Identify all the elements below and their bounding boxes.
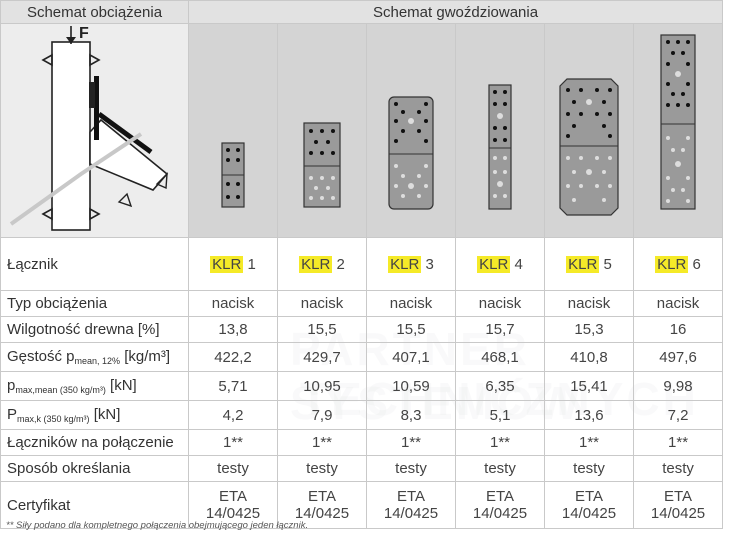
fasteners-row: Łączników na połączenie 1** 1** 1** 1** … — [0, 429, 724, 456]
pmax-mean-label: pmax,mean (350 kg/m³) [kN] — [0, 371, 189, 401]
klr3-plate — [388, 96, 434, 210]
pmax-mean-cell: 15,41 — [544, 371, 634, 401]
connector-label: Łącznik — [0, 237, 189, 291]
method-cell: testy — [277, 455, 367, 482]
connector-klr3: KLR 3 — [366, 237, 456, 291]
fasteners-cell: 1** — [544, 429, 634, 456]
certificate-cell: ETA 14/0425 — [277, 481, 367, 529]
pmax-k-cell: 7,9 — [277, 400, 367, 430]
nailing-scheme-klr1 — [188, 23, 278, 238]
pmax-mean-cell: 6,35 — [455, 371, 545, 401]
nailing-scheme-klr6 — [632, 23, 724, 238]
load-type-cell: nacisk — [544, 290, 634, 317]
connector-klr4: KLR 4 — [455, 237, 545, 291]
fasteners-cell: 1** — [188, 429, 278, 456]
pmax-k-label: Pmax,k (350 kg/m³) [kN] — [0, 400, 189, 430]
footnote: ** Siły podano dla kompletnego połączeni… — [6, 520, 309, 531]
fasteners-cell: 1** — [632, 429, 724, 456]
klr5-plate — [559, 78, 619, 216]
load-type-cell: nacisk — [366, 290, 456, 317]
density-cell: 468,1 — [455, 342, 545, 372]
load-type-cell: nacisk — [632, 290, 724, 317]
nailing-scheme-klr5 — [544, 23, 634, 238]
pmax-mean-cell: 10,95 — [277, 371, 367, 401]
load-diagram-cell: F — [0, 23, 189, 238]
method-cell: testy — [455, 455, 545, 482]
density-cell: 422,2 — [188, 342, 278, 372]
load-type-row: Typ obciążenia nacisk nacisk nacisk naci… — [0, 290, 724, 317]
load-diagram: F — [9, 25, 169, 231]
density-cell: 497,6 — [632, 342, 724, 372]
connector-klr2: KLR 2 — [277, 237, 367, 291]
density-cell: 429,7 — [277, 342, 367, 372]
pmax-k-cell: 7,2 — [632, 400, 724, 430]
pmax-mean-row: pmax,mean (350 kg/m³) [kN] 5,71 10,95 10… — [0, 371, 724, 401]
pmax-k-cell: 4,2 — [188, 400, 278, 430]
moisture-row: Wilgotność drewna [%] 13,8 15,5 15,5 15,… — [0, 316, 724, 343]
klr6-plate — [660, 34, 696, 210]
header-nailing-scheme: Schemat gwoździowania — [187, 0, 724, 24]
moisture-label: Wilgotność drewna [%] — [0, 316, 189, 343]
certificate-cell: ETA 14/0425 — [632, 481, 724, 529]
moisture-cell: 15,5 — [366, 316, 456, 343]
moisture-cell: 13,8 — [188, 316, 278, 343]
density-cell: 410,8 — [544, 342, 634, 372]
nailing-scheme-klr2 — [277, 23, 367, 238]
certificate-label: Certyfikat — [0, 481, 189, 529]
density-row: Gęstość pmean, 12% [kg/m³] 422,2 429,7 4… — [0, 342, 724, 372]
connector-klr6: KLR 6 — [632, 237, 724, 291]
moisture-cell: 15,5 — [277, 316, 367, 343]
load-type-cell: nacisk — [277, 290, 367, 317]
fasteners-cell: 1** — [366, 429, 456, 456]
force-label: F — [79, 25, 89, 42]
load-type-label: Typ obciążenia — [0, 290, 189, 317]
certificate-cell: ETA 14/0425 — [544, 481, 634, 529]
klr4-plate — [488, 84, 512, 210]
fasteners-cell: 1** — [455, 429, 545, 456]
certificate-cell: ETA 14/0425 — [455, 481, 545, 529]
pmax-k-cell: 5,1 — [455, 400, 545, 430]
density-cell: 407,1 — [366, 342, 456, 372]
method-cell: testy — [632, 455, 724, 482]
method-cell: testy — [544, 455, 634, 482]
spec-table: Schemat obciążenia Schemat gwoździowania… — [0, 0, 724, 529]
moisture-cell: 15,7 — [455, 316, 545, 343]
fasteners-label: Łączników na połączenie — [0, 429, 189, 456]
connector-klr1: KLR 1 — [188, 237, 278, 291]
method-label: Sposób określania — [0, 455, 189, 482]
pmax-mean-cell: 10,59 — [366, 371, 456, 401]
certificate-row: Certyfikat ETA 14/0425 ETA 14/0425 ETA 14/0… — [0, 481, 724, 529]
certificate-cell: ETA 14/0425 — [366, 481, 456, 529]
method-cell: testy — [188, 455, 278, 482]
pmax-k-row: Pmax,k (350 kg/m³) [kN] 4,2 7,9 8,3 5,1 … — [0, 400, 724, 430]
connector-klr5: KLR 5 — [544, 237, 634, 291]
pmax-mean-cell: 9,98 — [632, 371, 724, 401]
header-load-scheme: Schemat obciążenia — [0, 0, 189, 24]
pmax-mean-cell: 5,71 — [188, 371, 278, 401]
density-label: Gęstość pmean, 12% [kg/m³] — [0, 342, 189, 372]
moisture-cell: 16 — [632, 316, 724, 343]
nailing-scheme-klr4 — [455, 23, 545, 238]
load-type-cell: nacisk — [188, 290, 278, 317]
klr1-plate — [221, 142, 245, 208]
moisture-cell: 15,3 — [544, 316, 634, 343]
klr2-plate — [303, 122, 341, 208]
load-type-cell: nacisk — [455, 290, 545, 317]
pmax-k-cell: 13,6 — [544, 400, 634, 430]
pmax-k-cell: 8,3 — [366, 400, 456, 430]
method-row: Sposób określania testy testy testy test… — [0, 455, 724, 482]
fasteners-cell: 1** — [277, 429, 367, 456]
nailing-scheme-klr3 — [366, 23, 456, 238]
method-cell: testy — [366, 455, 456, 482]
connector-row: Łącznik KLR 1 KLR 2 KLR 3 KLR 4 KLR 5 KL… — [0, 237, 724, 291]
